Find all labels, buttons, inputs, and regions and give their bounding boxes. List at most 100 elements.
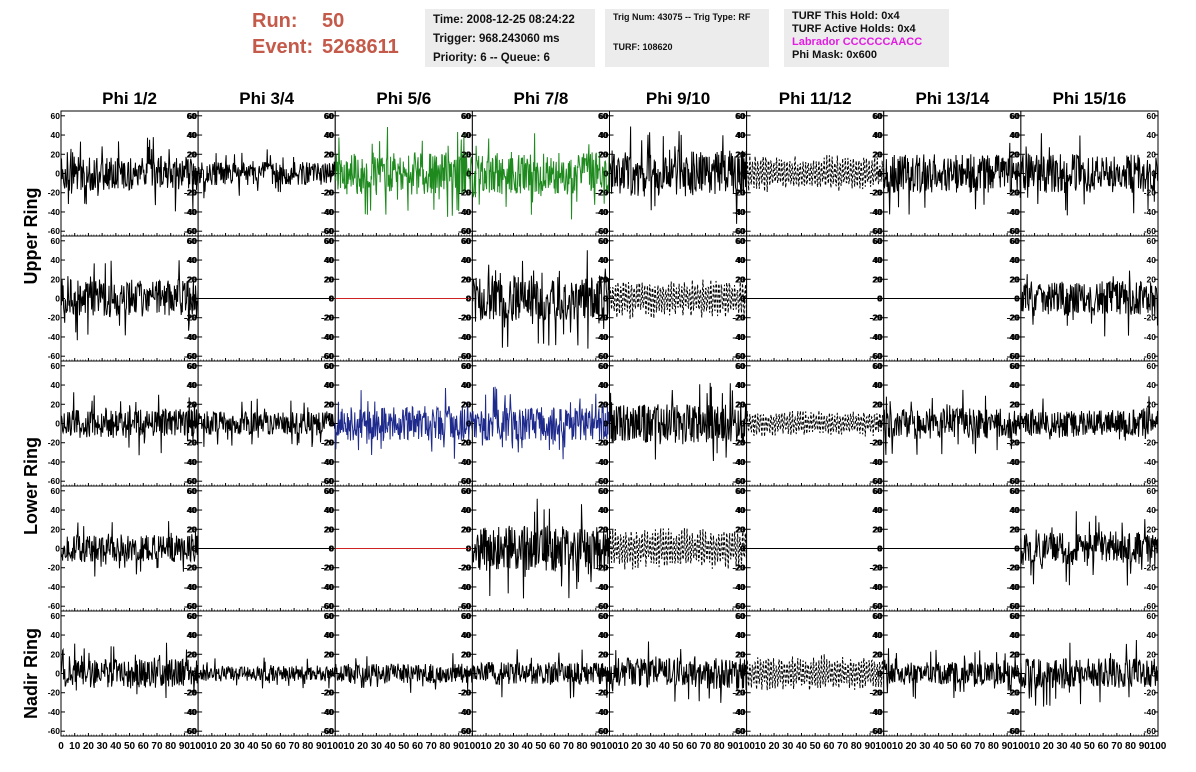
- y-tick-label: -40: [1008, 582, 1021, 592]
- x-tick-label: 10: [1029, 741, 1041, 752]
- y-tick-label: -20: [48, 438, 61, 448]
- y-tick-label: -60: [48, 226, 61, 236]
- y-tick-label: -40: [185, 207, 198, 217]
- y-tick-label: -20: [185, 188, 198, 198]
- y-tick-label: -20: [732, 688, 745, 698]
- y-tick-label: -20: [596, 188, 609, 198]
- y-tick-label: 40: [736, 255, 746, 265]
- x-tick-label: 90: [590, 741, 602, 752]
- y-tick-label: -20: [733, 438, 746, 448]
- y-tick-label: 40: [736, 130, 746, 140]
- labrador-text: Labrador CCCCCCAACC: [792, 36, 923, 48]
- waveform-trace: [60, 137, 199, 212]
- waveform-trace: [197, 657, 336, 689]
- y-tick-label: 60: [188, 611, 198, 621]
- x-tick-label: 100: [1150, 741, 1167, 752]
- y-tick-label: 40: [598, 505, 608, 515]
- y-tick-label: 60: [1009, 111, 1019, 121]
- column-label: Phi 11/12: [779, 89, 852, 108]
- x-tick-label: 70: [563, 741, 575, 752]
- y-tick-label: 40: [187, 130, 197, 140]
- y-tick-label: 20: [1010, 149, 1020, 159]
- y-tick-label: -20: [733, 188, 746, 198]
- y-tick-label: 0: [1015, 294, 1020, 304]
- y-tick-label: 60: [1009, 611, 1019, 621]
- x-tick-label: 10: [206, 741, 218, 752]
- y-tick-label: 40: [324, 505, 334, 515]
- y-tick-label: -40: [459, 707, 472, 717]
- y-tick-label: 20: [187, 524, 197, 534]
- y-tick-label: -60: [732, 226, 745, 236]
- y-tick-label: 40: [324, 630, 334, 640]
- y-tick-label: -40: [870, 457, 883, 467]
- y-tick-label: 20: [873, 524, 883, 534]
- y-tick-label: 60: [598, 611, 608, 621]
- y-tick-label: 20: [872, 524, 882, 534]
- y-tick-label: 20: [461, 649, 471, 659]
- y-tick-label: 0: [467, 294, 472, 304]
- y-tick-label: 20: [873, 399, 883, 409]
- y-tick-label: -20: [458, 688, 471, 698]
- y-tick-label: -20: [184, 438, 197, 448]
- y-tick-label: 0: [741, 419, 746, 429]
- y-tick-label: 0: [741, 169, 746, 179]
- y-tick-label: 20: [872, 399, 882, 409]
- y-tick-label: 40: [872, 380, 882, 390]
- y-tick-label: -40: [1144, 582, 1157, 592]
- waveform-trace: [471, 649, 610, 699]
- x-tick-label: 100: [190, 741, 207, 752]
- y-tick-label: -20: [459, 313, 472, 323]
- y-tick-label: 20: [187, 649, 197, 659]
- y-tick-label: -40: [185, 332, 198, 342]
- y-tick-label: 60: [599, 361, 609, 371]
- y-tick-label: -60: [321, 226, 334, 236]
- y-tick-label: -40: [184, 707, 197, 717]
- y-tick-label: -20: [321, 438, 334, 448]
- y-tick-label: 0: [330, 294, 335, 304]
- y-tick-label: -40: [1008, 332, 1021, 342]
- y-tick-label: 40: [188, 630, 198, 640]
- y-tick-label: -40: [321, 582, 334, 592]
- y-tick-label: 60: [1010, 361, 1020, 371]
- y-tick-label: -20: [1008, 688, 1021, 698]
- y-tick-label: 40: [187, 380, 197, 390]
- waveform-trace: [197, 149, 336, 199]
- y-tick-label: 40: [51, 630, 61, 640]
- y-tick-label: 60: [51, 236, 61, 246]
- y-tick-label: -20: [1007, 313, 1020, 323]
- y-tick-label: 20: [462, 399, 472, 409]
- x-tick-label: 40: [796, 741, 808, 752]
- x-tick-label: 30: [645, 741, 657, 752]
- y-tick-label: -60: [184, 476, 197, 486]
- waveform-trace: [609, 279, 748, 320]
- y-tick-label: -20: [1007, 563, 1020, 573]
- y-tick-label: 60: [187, 611, 197, 621]
- y-tick-label: -60: [733, 476, 746, 486]
- y-tick-label: 20: [462, 274, 472, 284]
- y-tick-label: -20: [733, 563, 746, 573]
- x-tick-label: 50: [947, 741, 959, 752]
- y-tick-label: -60: [459, 226, 472, 236]
- y-tick-label: -40: [185, 707, 198, 717]
- y-tick-label: 0: [55, 419, 60, 429]
- y-tick-label: -40: [1144, 707, 1157, 717]
- y-tick-label: 20: [1010, 649, 1020, 659]
- priority-text: Priority: 6 -- Queue: 6: [433, 52, 550, 64]
- y-tick-label: 0: [740, 294, 745, 304]
- y-tick-label: -20: [1008, 188, 1021, 198]
- y-tick-label: 40: [1009, 630, 1019, 640]
- y-tick-label: -60: [732, 726, 745, 736]
- y-tick-label: -20: [1144, 438, 1157, 448]
- y-tick-label: -60: [1008, 226, 1021, 236]
- x-tick-label: 80: [1125, 741, 1137, 752]
- y-tick-label: 40: [51, 505, 61, 515]
